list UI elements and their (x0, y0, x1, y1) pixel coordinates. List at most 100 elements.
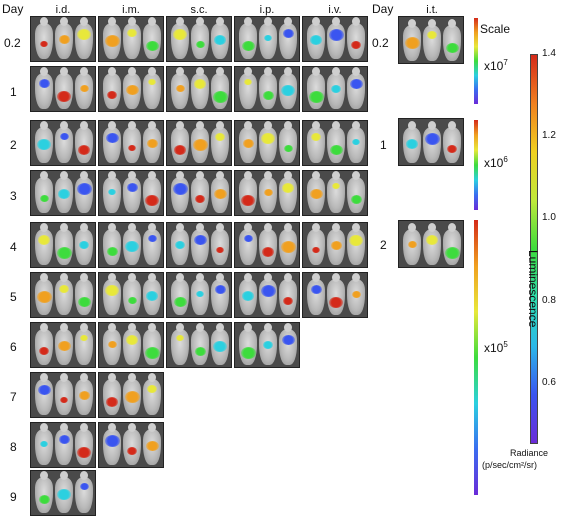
mouse-image-panel (166, 322, 232, 368)
mouse-image-panel (98, 16, 164, 62)
signal-spot (427, 31, 437, 39)
signal-spot (148, 79, 156, 86)
signal-spot (215, 133, 225, 141)
signal-spot (213, 189, 227, 200)
signal-spot (212, 91, 228, 103)
signal-spot (80, 335, 88, 342)
signal-spot (125, 241, 139, 253)
mouse-image-panel (302, 66, 368, 112)
signal-spot (216, 247, 224, 254)
scale-bar-x10-5 (474, 220, 478, 495)
mouse-image-panel (30, 120, 96, 166)
mouse-image-panel (234, 272, 300, 318)
signal-spot (38, 495, 50, 504)
signal-spot (77, 447, 91, 459)
mouse-image-panel (302, 222, 368, 268)
signal-spot (37, 385, 51, 396)
signal-spot (127, 447, 137, 455)
signal-spot (127, 297, 137, 305)
signal-spot (106, 397, 118, 407)
mouse-image-panel (234, 322, 300, 368)
signal-spot (40, 41, 48, 48)
mouse-image-panel (30, 422, 96, 468)
signal-spot (105, 133, 119, 144)
signal-spot (312, 247, 320, 254)
signal-spot (174, 145, 186, 155)
day-label: 1 (10, 85, 17, 99)
signal-spot (175, 241, 185, 249)
signal-spot (124, 391, 140, 403)
signal-spot (309, 189, 323, 200)
mouse-image-panel (166, 222, 232, 268)
signal-spot (213, 341, 227, 353)
signal-spot (241, 41, 255, 52)
mouse-image-panel (166, 272, 232, 318)
signal-spot (329, 297, 343, 309)
day-label: 7 (10, 390, 17, 404)
signal-spot (108, 189, 116, 196)
signal-spot (351, 41, 361, 49)
signal-spot (147, 235, 157, 243)
signal-spot (404, 37, 420, 49)
signal-spot (173, 297, 187, 308)
signal-spot (262, 247, 274, 257)
colorbar-tick: 0.6 (542, 377, 556, 388)
signal-spot (36, 291, 52, 303)
signal-spot (145, 441, 159, 452)
day-label: 9 (10, 490, 17, 504)
signal-spot (352, 139, 360, 146)
mouse-image-panel (98, 222, 164, 268)
signal-spot (282, 183, 294, 193)
signal-spot (264, 35, 272, 42)
signal-spot (445, 43, 459, 54)
signal-spot (263, 341, 273, 349)
signal-spot (332, 183, 340, 190)
mouse-silhouette (103, 171, 121, 213)
mouse-silhouette (259, 17, 277, 59)
signal-spot (281, 85, 295, 97)
signal-spot (244, 79, 252, 86)
signal-spot (196, 291, 204, 298)
scale-label-5: x105 (484, 340, 508, 355)
signal-spot (79, 483, 89, 491)
signal-spot (79, 241, 89, 249)
mouse-image-panel (98, 272, 164, 318)
signal-spot (127, 29, 137, 37)
day-header: Day (2, 2, 24, 16)
signal-spot (424, 133, 440, 145)
signal-spot (79, 85, 89, 93)
scale-bar-x10-6 (474, 120, 478, 210)
signal-spot (59, 285, 69, 293)
mouse-image-panel (98, 170, 164, 216)
signal-spot (40, 441, 48, 448)
signal-spot (242, 291, 254, 301)
signal-spot (57, 91, 71, 103)
signal-spot (214, 35, 226, 45)
mouse-image-panel (302, 170, 368, 216)
signal-spot (262, 91, 274, 100)
radiance-label: Radiance (510, 448, 549, 458)
signal-spot (105, 285, 119, 297)
mouse-image-panel (234, 222, 300, 268)
it-day-label: 0.2 (372, 36, 389, 50)
day-label: 5 (10, 290, 17, 304)
signal-spot (76, 183, 92, 195)
signal-spot (193, 235, 207, 246)
signal-spot (104, 35, 120, 47)
it-day-header: Day (372, 2, 394, 16)
mouse-image-panel (98, 322, 164, 368)
signal-spot (176, 335, 184, 342)
signal-spot (173, 29, 187, 41)
mouse-image-panel (30, 16, 96, 62)
it-day-label: 2 (380, 238, 387, 252)
mouse-image-panel (30, 170, 96, 216)
signal-spot (241, 195, 255, 207)
signal-spot (192, 139, 208, 151)
signal-spot (78, 391, 90, 400)
mouse-image-panel (166, 66, 232, 112)
mouse-image-panel (166, 120, 232, 166)
signal-spot (172, 183, 188, 195)
scale-label-7: x107 (484, 58, 508, 73)
mouse-silhouette (75, 323, 93, 365)
day-label: 2 (10, 138, 17, 152)
